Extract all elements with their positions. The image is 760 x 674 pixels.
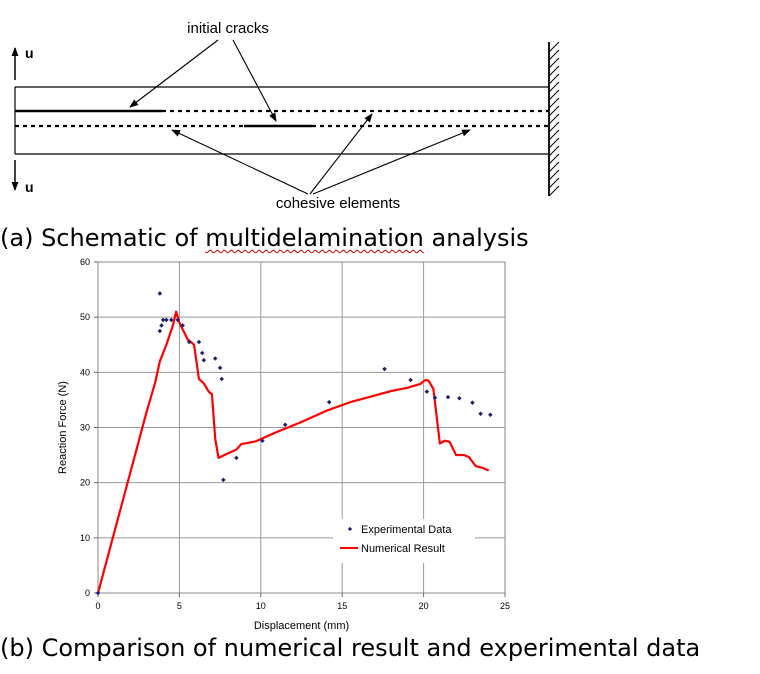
chart-legend: Experimental Data Numerical Result — [333, 519, 475, 563]
experimental-data-point — [164, 317, 169, 323]
experimental-data-point — [457, 395, 462, 401]
y-tick-label: 30 — [80, 423, 90, 433]
experimental-data-point — [199, 350, 205, 356]
initial-cracks-label: initial cracks — [187, 20, 269, 37]
experimental-data-point — [382, 366, 387, 372]
experimental-data-point — [196, 339, 202, 345]
cohesive-elements-label: cohesive elements — [276, 195, 400, 212]
experimental-data-point — [212, 356, 218, 361]
y-tick-label: 0 — [85, 588, 90, 598]
experimental-data-point — [160, 317, 166, 323]
x-axis-ticks: 0 5 10 15 20 25 — [95, 593, 510, 611]
experimental-data-point — [408, 377, 413, 383]
x-tick-label: 5 — [177, 601, 182, 611]
y-tick-label: 10 — [80, 533, 90, 543]
experimental-data-point — [445, 394, 451, 400]
legend-marker-experimental — [347, 526, 353, 532]
x-tick-label: 10 — [256, 601, 266, 611]
legend-entry-numerical: Numerical Result — [361, 543, 445, 555]
experimental-data-point — [180, 323, 185, 328]
caption-b: (b) Comparison of numerical result and e… — [0, 634, 701, 662]
y-tick-label: 20 — [80, 478, 90, 488]
u-label-top: u — [25, 45, 34, 61]
x-tick-label: 25 — [500, 601, 510, 611]
caption-a-word: multidelamination — [205, 224, 424, 252]
experimental-data-point — [470, 400, 475, 405]
experimental-data-point — [326, 399, 332, 405]
leader-arrows — [129, 39, 471, 195]
y-tick-label: 60 — [80, 257, 90, 267]
experimental-data-point — [219, 376, 224, 382]
experimental-data-point — [221, 477, 226, 483]
y-axis-label: Reaction Force (N) — [57, 381, 69, 474]
experimental-data-point — [488, 412, 493, 418]
legend-box — [333, 519, 475, 563]
caption-a-prefix: (a) Schematic of — [0, 224, 206, 252]
schematic-diagram: u u initial cracks cohesive elements — [11, 20, 560, 212]
experimental-data-point — [282, 422, 288, 428]
y-tick-label: 40 — [80, 367, 90, 377]
x-tick-label: 0 — [95, 601, 100, 611]
experimental-data-point — [201, 357, 207, 363]
experimental-data-point — [95, 590, 101, 596]
experimental-data-point — [159, 323, 164, 328]
experimental-data-point — [168, 317, 174, 323]
beam — [14, 86, 549, 155]
reaction-force-chart: 0 5 10 15 20 25 0 10 20 30 40 50 60 Displacement (m… — [57, 257, 510, 632]
y-axis-ticks: 0 10 20 30 40 50 60 — [80, 257, 98, 598]
experimental-data-point — [217, 365, 223, 371]
experimental-data-point — [424, 389, 430, 394]
caption-a-suffix: analysis — [423, 224, 529, 252]
experimental-data-point — [478, 411, 483, 416]
experimental-data-point — [234, 455, 239, 461]
numerical-result-series — [96, 310, 490, 594]
u-label-bottom: u — [25, 179, 34, 195]
experimental-data-point — [157, 291, 163, 296]
legend-entry-experimental: Experimental Data — [361, 524, 452, 536]
fixed-wall — [548, 41, 560, 197]
caption-a: (a) Schematic of multidelamination analy… — [0, 224, 529, 252]
experimental-data-series — [95, 291, 493, 596]
x-tick-label: 20 — [419, 601, 429, 611]
numerical-result-line — [96, 310, 490, 594]
y-tick-label: 50 — [80, 312, 90, 322]
experimental-data-point — [157, 328, 163, 334]
x-tick-label: 15 — [337, 601, 347, 611]
x-axis-label: Displacement (mm) — [254, 620, 349, 632]
